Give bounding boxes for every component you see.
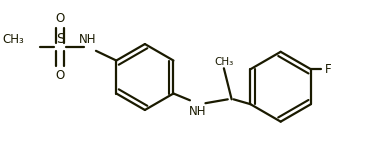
Text: NH: NH [189, 105, 206, 118]
Text: NH: NH [78, 33, 96, 46]
Text: F: F [324, 63, 331, 76]
Text: CH₃: CH₃ [214, 57, 234, 67]
Text: O: O [55, 69, 65, 82]
Text: O: O [55, 12, 65, 25]
Text: CH₃: CH₃ [2, 33, 24, 46]
Text: S: S [56, 32, 64, 46]
